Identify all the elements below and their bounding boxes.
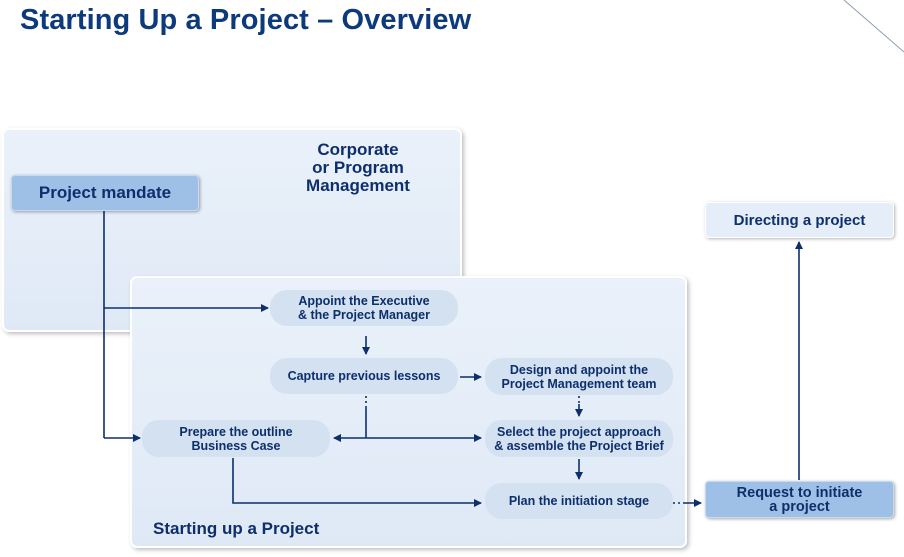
- design-label-line-1: Design and appoint the: [509, 362, 649, 377]
- appoint-label-line-1: Appoint the Executive: [298, 294, 430, 308]
- project-mandate-box[interactable]: Project mandate: [11, 175, 199, 211]
- select-label-line-1: Select the project approach: [497, 424, 661, 439]
- corporate-label-line-3: Management: [306, 176, 410, 195]
- design-label-line-2: Project Management team: [501, 376, 657, 391]
- capture-label: Capture previous lessons: [287, 369, 441, 383]
- outline-label-line-1: Prepare the outline: [179, 424, 293, 439]
- request-initiate-box[interactable]: Request to initiate a project: [705, 481, 894, 518]
- appoint-label-line-2: & the Project Manager: [298, 308, 430, 322]
- capture-lessons-box[interactable]: Capture previous lessons: [270, 358, 458, 394]
- corner-decoration-line: [843, 0, 904, 53]
- request-label-line-1: Request to initiate: [736, 484, 863, 501]
- arrow-outline-to-plan: [232, 458, 482, 507]
- appoint-executive-box[interactable]: Appoint the Executive & the Project Mana…: [270, 290, 458, 326]
- starting-up-label: Starting up a Project: [153, 519, 320, 538]
- select-approach-box[interactable]: Select the project approach & assemble t…: [485, 420, 673, 457]
- project-mandate-label: Project mandate: [38, 183, 172, 202]
- plan-label: Plan the initiation stage: [508, 494, 650, 508]
- directing-project-box[interactable]: Directing a project: [705, 202, 894, 238]
- outline-business-case-box[interactable]: Prepare the outline Business Case: [142, 420, 330, 457]
- outline-label-line-2: Business Case: [191, 438, 281, 453]
- plan-initiation-box[interactable]: Plan the initiation stage: [485, 483, 673, 519]
- corporate-label: Corporate or Program Management: [288, 141, 428, 195]
- directing-project-label: Directing a project: [733, 211, 866, 229]
- select-label-line-2: & assemble the Project Brief: [494, 438, 664, 453]
- corporate-label-line-1: Corporate: [317, 140, 399, 159]
- request-label-line-2: a project: [769, 498, 830, 515]
- design-team-box[interactable]: Design and appoint the Project Managemen…: [485, 358, 673, 395]
- corporate-label-line-2: or Program: [312, 158, 404, 177]
- page-title: Starting Up a Project – Overview: [20, 4, 472, 36]
